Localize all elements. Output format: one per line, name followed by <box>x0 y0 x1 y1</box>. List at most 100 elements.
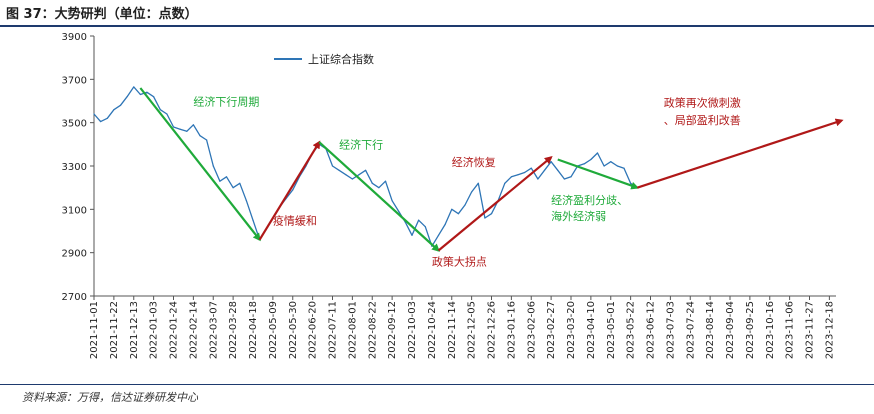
x-tick-label: 2022-01-24 <box>169 301 180 359</box>
series-point <box>126 96 128 98</box>
series-point <box>93 113 95 115</box>
x-tick-label: 2022-12-05 <box>467 301 478 359</box>
series-point <box>504 182 506 184</box>
x-tick-label: 2023-07-03 <box>665 301 676 359</box>
series-point <box>119 104 122 106</box>
series-point <box>464 204 466 206</box>
x-tick-label: 2023-07-24 <box>685 301 696 359</box>
series-point <box>179 128 181 130</box>
annotation-label: 经济恢复 <box>452 155 496 169</box>
x-tick-label: 2022-03-07 <box>208 301 219 359</box>
trend-arrow-red <box>636 118 844 189</box>
series-point <box>225 176 228 178</box>
trend-arrow-green <box>557 158 640 190</box>
series-point <box>537 178 539 180</box>
title-rule <box>0 25 874 27</box>
x-axis-ticks: 2021-11-01 2021-11-22 2021-12-13 2022-01-03… <box>89 296 835 359</box>
figure-title: 图 37：大势研判（单位：点数） <box>6 7 198 22</box>
x-tick-label: 2023-02-27 <box>546 301 557 359</box>
y-tick-label: 3500 <box>62 119 87 130</box>
x-tick-label: 2022-06-20 <box>308 301 319 359</box>
y-tick-label: 3300 <box>62 162 87 173</box>
trend-arrow-red <box>437 156 553 252</box>
series-point <box>159 109 161 111</box>
y-tick-label: 3700 <box>62 75 87 86</box>
x-tick-label: 2022-09-12 <box>387 301 398 359</box>
x-tick-label: 2023-11-27 <box>805 301 816 359</box>
series-point <box>133 86 135 88</box>
x-tick-label: 2023-10-16 <box>765 301 776 359</box>
series-point <box>418 219 420 221</box>
annotation-label: 、局部盈利改善 <box>664 113 741 127</box>
y-tick-label: 2700 <box>62 292 87 303</box>
annotation-label: 经济下行周期 <box>193 94 259 108</box>
annotation-label: 疫情缓和 <box>273 214 317 228</box>
series-point <box>139 93 141 96</box>
chart-axes: 2700 2900 3100 3300 3500 3700 3900 <box>62 32 836 303</box>
series-point <box>590 158 592 161</box>
series-point <box>530 167 532 169</box>
series-point <box>411 234 413 236</box>
series-point <box>391 200 393 202</box>
trend-arrow-red <box>258 140 321 241</box>
series-point <box>424 226 426 228</box>
index-chart: 2700 2900 3100 3300 3500 3700 3900 2021-11-01 2… <box>62 32 844 359</box>
series-point <box>100 120 102 123</box>
trend-arrow-green <box>318 141 440 252</box>
series-point <box>477 182 479 184</box>
series-point <box>471 191 473 193</box>
x-tick-label: 2022-05-09 <box>268 301 279 359</box>
series-point <box>517 174 519 176</box>
series-point <box>338 169 340 171</box>
series-point <box>570 176 572 178</box>
series-point <box>510 176 512 178</box>
series-point <box>146 91 148 93</box>
y-tick-label: 3100 <box>62 205 87 216</box>
x-tick-label: 2023-12-18 <box>824 301 835 359</box>
arrow-layer <box>139 87 844 252</box>
series-point <box>596 152 599 154</box>
series-point <box>186 130 188 132</box>
x-tick-label: 2023-02-06 <box>526 301 537 359</box>
series-point <box>583 163 585 165</box>
series-point <box>550 161 552 163</box>
x-tick-label: 2022-08-22 <box>367 301 378 359</box>
x-tick-label: 2022-07-11 <box>328 301 339 359</box>
x-tick-label: 2023-06-12 <box>646 301 657 359</box>
y-tick-label: 3900 <box>62 32 87 43</box>
series-point <box>563 178 565 180</box>
x-tick-label: 2022-01-03 <box>149 301 160 359</box>
x-tick-label: 2022-04-18 <box>248 301 259 359</box>
x-tick-label: 2023-05-01 <box>606 301 617 359</box>
series-point <box>484 217 486 219</box>
series-point <box>490 213 493 215</box>
series-point <box>623 167 625 169</box>
x-tick-label: 2022-11-14 <box>447 301 458 359</box>
series-point <box>457 213 459 215</box>
series-point <box>113 109 115 111</box>
legend-label-index: 上证综合指数 <box>308 52 374 66</box>
x-tick-label: 2023-09-25 <box>745 301 756 359</box>
x-tick-label: 2022-10-03 <box>407 301 418 359</box>
series-point <box>245 200 247 202</box>
series-point <box>199 135 201 137</box>
series-point <box>378 187 380 189</box>
series-point <box>192 124 194 126</box>
series-point <box>616 165 618 167</box>
x-tick-label: 2023-09-04 <box>725 301 736 359</box>
x-tick-label: 2023-11-06 <box>785 301 796 359</box>
series-point <box>239 182 241 184</box>
annotation-label: 经济盈利分歧、 <box>551 193 628 207</box>
y-tick-label: 2900 <box>62 249 87 260</box>
series-point <box>365 169 367 171</box>
source-rule <box>0 384 874 385</box>
series-point <box>603 165 605 167</box>
x-tick-label: 2022-05-30 <box>288 301 299 359</box>
x-tick-label: 2022-12-26 <box>487 301 498 359</box>
series-point <box>172 126 175 128</box>
series-point <box>358 174 360 176</box>
series-point <box>451 208 453 210</box>
x-tick-label: 2023-03-20 <box>566 301 577 359</box>
x-tick-label: 2022-03-28 <box>228 301 239 359</box>
x-tick-label: 2022-10-24 <box>427 301 438 359</box>
